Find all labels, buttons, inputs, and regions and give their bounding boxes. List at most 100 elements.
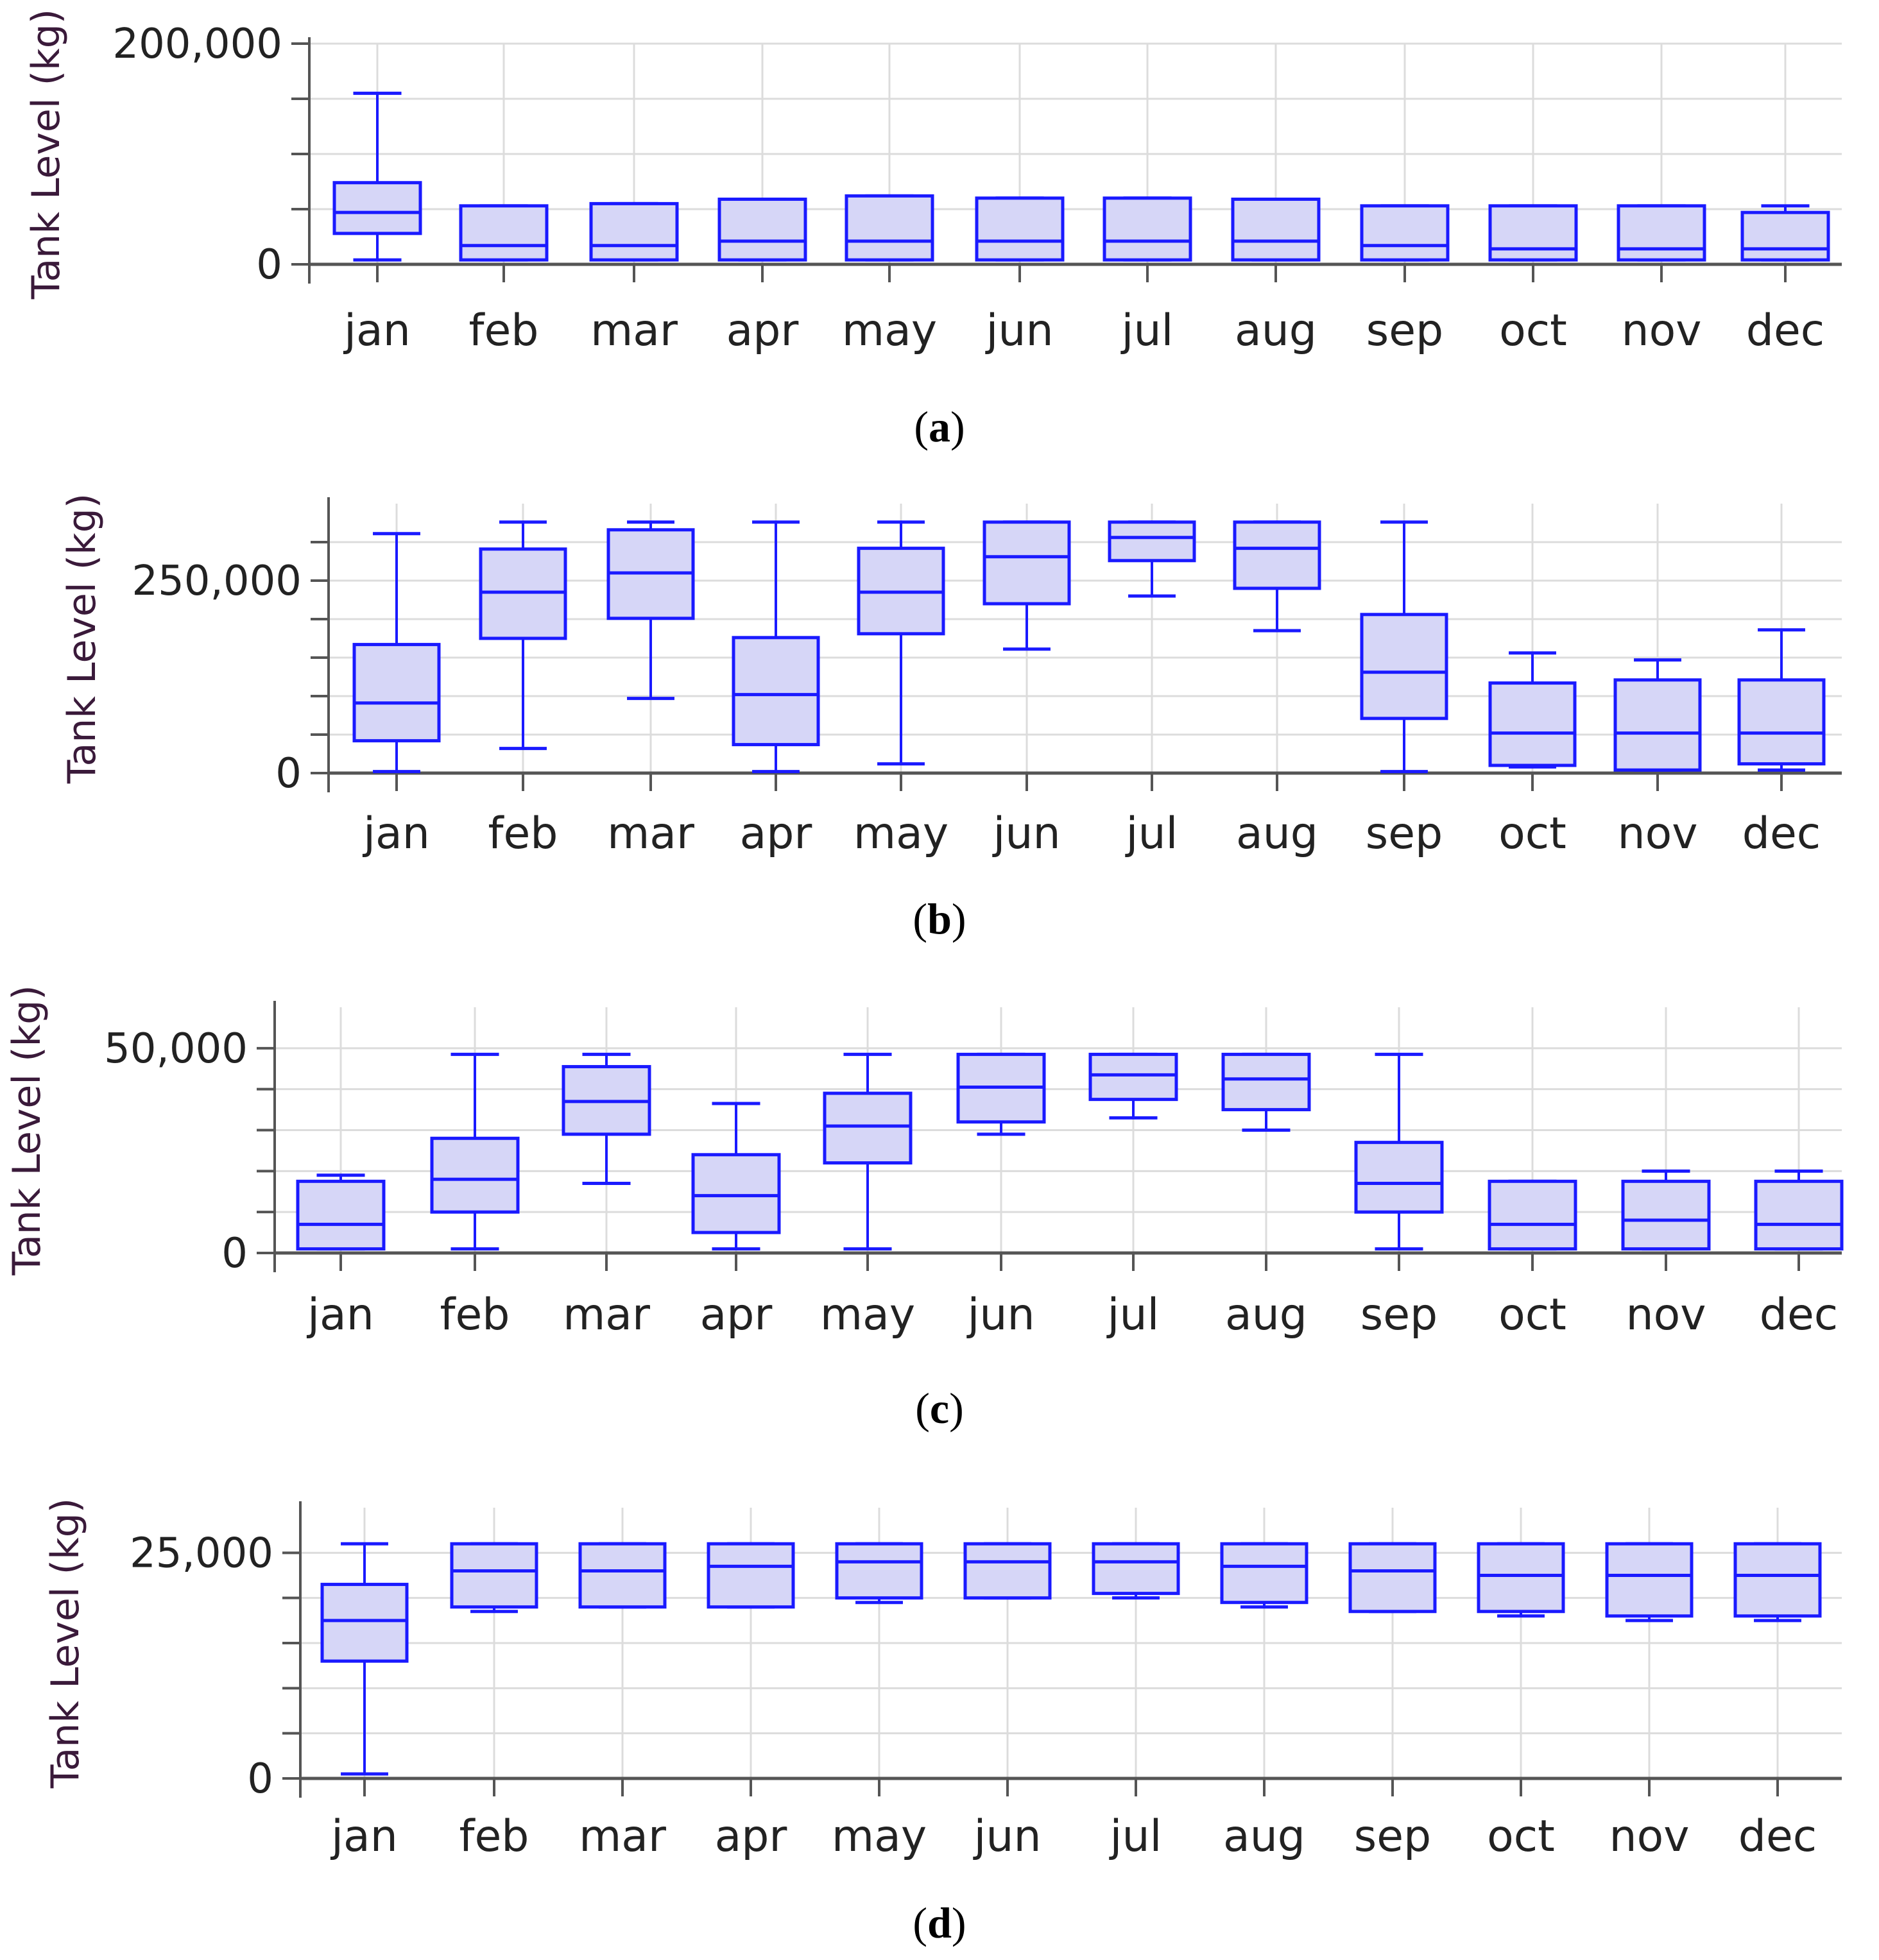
box-mar bbox=[562, 1052, 651, 1185]
month-label-jul: jul bbox=[1125, 808, 1178, 859]
box-jan bbox=[296, 1173, 386, 1251]
month-label-jul: jul bbox=[1120, 305, 1174, 356]
iqr-box bbox=[732, 636, 820, 747]
month-label-mar: mar bbox=[563, 1290, 650, 1340]
iqr-box bbox=[296, 1179, 386, 1251]
month-label-jan: jan bbox=[330, 1811, 398, 1862]
month-label-may: may bbox=[854, 808, 948, 859]
caption-close-paren: ) bbox=[949, 1384, 964, 1433]
caption-open-paren: ( bbox=[913, 894, 927, 943]
month-label-sep: sep bbox=[1366, 808, 1443, 859]
month-label-oct: oct bbox=[1498, 808, 1566, 859]
month-label-feb: feb bbox=[488, 808, 558, 859]
iqr-box bbox=[1360, 204, 1450, 262]
iqr-box bbox=[430, 1136, 520, 1214]
y-tick-label: 0 bbox=[275, 750, 302, 797]
box-dec bbox=[1737, 628, 1826, 772]
box-aug bbox=[1220, 1542, 1308, 1609]
month-label-apr: apr bbox=[715, 1811, 787, 1862]
month-label-apr: apr bbox=[700, 1290, 773, 1340]
box-jul bbox=[1092, 1542, 1180, 1600]
box-jun bbox=[982, 520, 1071, 651]
box-jan bbox=[352, 532, 441, 774]
box-sep bbox=[1354, 1052, 1444, 1251]
month-label-apr: apr bbox=[740, 808, 812, 859]
iqr-box bbox=[1488, 204, 1578, 262]
box-apr bbox=[717, 198, 807, 262]
iqr-box bbox=[1617, 204, 1706, 262]
month-label-aug: aug bbox=[1236, 808, 1318, 859]
box-mar bbox=[578, 1542, 667, 1609]
iqr-box bbox=[691, 1153, 781, 1234]
caption-open-paren: ( bbox=[914, 402, 929, 451]
box-jan bbox=[320, 1542, 409, 1776]
iqr-box bbox=[707, 1542, 795, 1609]
month-label-jan: jan bbox=[343, 305, 411, 356]
iqr-box bbox=[982, 520, 1071, 606]
month-label-mar: mar bbox=[590, 305, 678, 356]
box-mar bbox=[606, 520, 695, 701]
y-tick-label: 0 bbox=[256, 241, 282, 289]
month-label-feb: feb bbox=[469, 305, 539, 356]
y-tick-label: 200,000 bbox=[112, 21, 282, 68]
month-label-oct: oct bbox=[1498, 1290, 1566, 1340]
y-axis-title: Tank Level (kg) bbox=[4, 985, 49, 1275]
y-axis-title: Tank Level (kg) bbox=[43, 1498, 88, 1789]
month-label-jun: jun bbox=[984, 305, 1053, 356]
caption-close-paren: ) bbox=[952, 1898, 966, 1947]
y-tick-label: 250,000 bbox=[132, 558, 302, 605]
month-label-oct: oct bbox=[1499, 305, 1567, 356]
iqr-box bbox=[1488, 681, 1577, 767]
iqr-box bbox=[1488, 1179, 1577, 1251]
box-apr bbox=[707, 1542, 795, 1609]
iqr-box bbox=[1740, 210, 1830, 262]
box-nov bbox=[1613, 658, 1702, 772]
iqr-box bbox=[845, 194, 934, 262]
box-jun bbox=[975, 196, 1065, 262]
iqr-box bbox=[352, 643, 441, 743]
iqr-box bbox=[1108, 520, 1196, 563]
month-label-feb: feb bbox=[440, 1290, 510, 1340]
box-feb bbox=[479, 520, 567, 751]
month-label-may: may bbox=[820, 1290, 915, 1340]
month-label-aug: aug bbox=[1223, 1811, 1305, 1862]
panel-caption: (d) bbox=[913, 1898, 966, 1947]
iqr-box bbox=[459, 204, 549, 262]
iqr-box bbox=[1605, 1542, 1694, 1618]
iqr-box bbox=[1221, 1052, 1311, 1112]
iqr-box bbox=[450, 1542, 538, 1609]
iqr-box bbox=[1231, 198, 1321, 262]
month-label-may: may bbox=[842, 305, 937, 356]
box-aug bbox=[1221, 1052, 1311, 1132]
caption-letter: a bbox=[929, 402, 950, 451]
panel-caption: (c) bbox=[915, 1384, 964, 1433]
box-oct bbox=[1488, 204, 1578, 262]
iqr-box bbox=[1754, 1179, 1844, 1251]
month-label-dec: dec bbox=[1746, 305, 1824, 356]
box-jul bbox=[1088, 1052, 1178, 1120]
y-tick-label: 25,000 bbox=[130, 1530, 273, 1577]
month-label-nov: nov bbox=[1622, 305, 1702, 356]
box-jul bbox=[1103, 196, 1192, 262]
caption-open-paren: ( bbox=[913, 1898, 927, 1947]
iqr-box bbox=[823, 1091, 913, 1165]
box-aug bbox=[1231, 198, 1321, 262]
box-oct bbox=[1477, 1542, 1565, 1618]
caption-open-paren: ( bbox=[915, 1384, 930, 1433]
month-label-dec: dec bbox=[1760, 1290, 1838, 1340]
month-label-feb: feb bbox=[459, 1811, 529, 1862]
box-nov bbox=[1617, 204, 1706, 262]
panel-c: 0 50,000 Tank Level (kg) jan feb mar apr may jun… bbox=[4, 985, 1844, 1433]
box-may bbox=[823, 1052, 913, 1251]
box-may bbox=[857, 520, 945, 766]
panel-d: 0 25,000 Tank Level (kg) jan feb mar apr may jun… bbox=[43, 1498, 1842, 1947]
y-axis-title: Tank Level (kg) bbox=[60, 493, 105, 784]
iqr-box bbox=[1088, 1052, 1178, 1102]
iqr-box bbox=[1233, 520, 1321, 590]
box-nov bbox=[1621, 1169, 1711, 1251]
iqr-box bbox=[963, 1542, 1052, 1600]
box-feb bbox=[459, 204, 549, 262]
iqr-box bbox=[1092, 1542, 1180, 1596]
iqr-box bbox=[1348, 1542, 1437, 1614]
